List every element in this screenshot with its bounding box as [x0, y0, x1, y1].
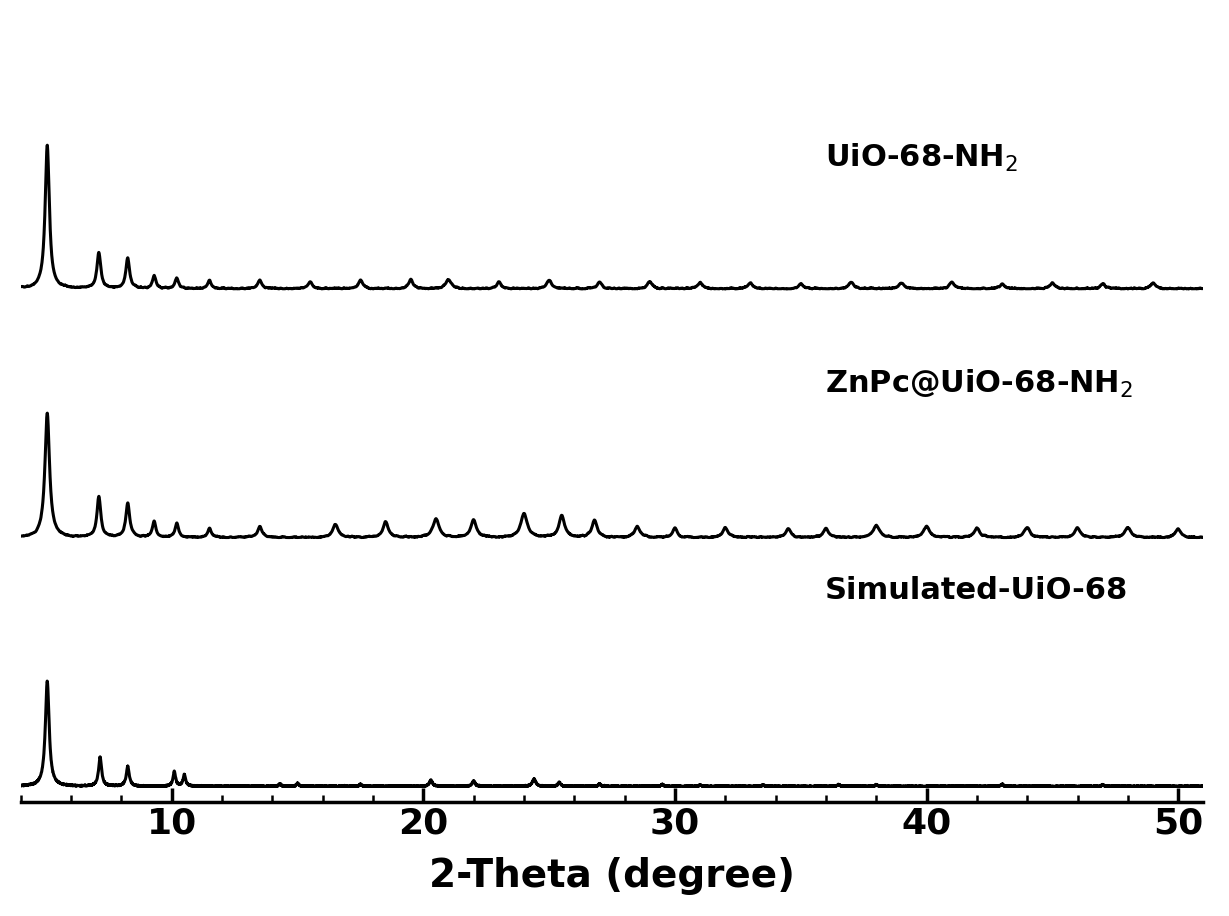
Text: Simulated-UiO-68: Simulated-UiO-68	[825, 576, 1128, 605]
X-axis label: 2-Theta (degree): 2-Theta (degree)	[429, 857, 795, 895]
Text: ZnPc@UiO-68-NH$_2$: ZnPc@UiO-68-NH$_2$	[825, 368, 1133, 400]
Text: UiO-68-NH$_2$: UiO-68-NH$_2$	[825, 141, 1018, 173]
